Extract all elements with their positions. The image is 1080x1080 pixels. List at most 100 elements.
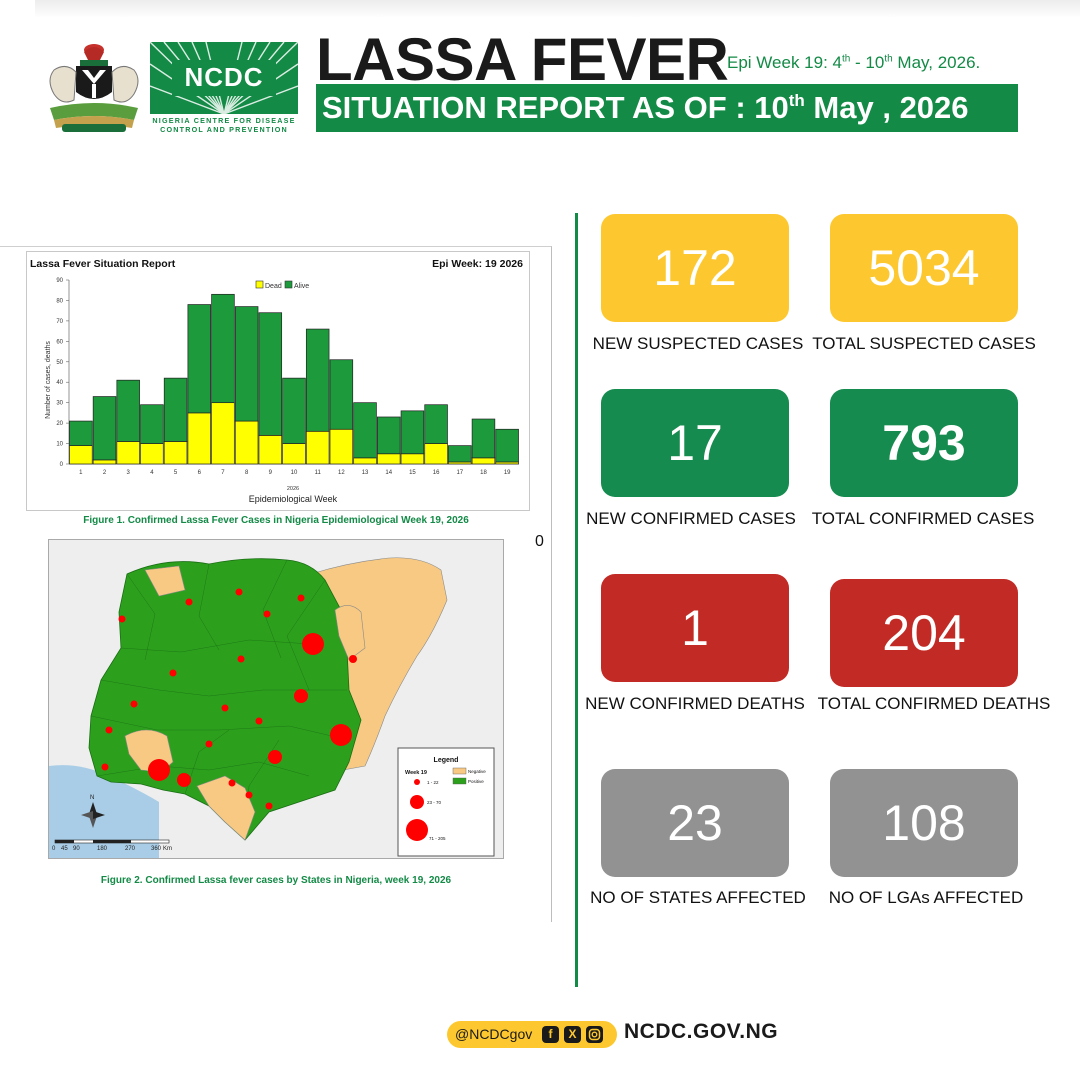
map-legend: Legend Week 19 1 - 22 23 - 70 71 - 205 N… [397,747,495,857]
scale-label-180: 180 [97,846,108,852]
scale-label-270: 270 [125,846,136,852]
scale-label-45: 45 [61,846,68,852]
x-tick-label: 2 [103,470,107,476]
case-dot [265,802,273,810]
bar-alive-week-5 [163,377,188,442]
chart-subtitle: Epi Week: 19 2026 [432,258,523,270]
instagram-icon[interactable] [586,1026,603,1043]
lgas-affected-card: 108 [830,769,1018,877]
new-suspected-cases-label: NEW SUSPECTED CASES [592,334,804,353]
x-tick-label: 14 [385,470,392,476]
scale-label-0: 0 [52,846,56,852]
x-tick-label: 10 [291,470,298,476]
ncdc-name-line2: CONTROL AND PREVENTION [160,125,288,134]
map-ocean [49,765,159,858]
legend-range-3: 71 - 205 [429,836,446,841]
social-handles[interactable]: @NCDCgov f X [447,1021,617,1048]
x-tick-label: 3 [127,470,131,476]
case-dot [205,740,213,748]
bar-dead-week-1 [69,445,93,465]
total-suspected-cases-card: 5034 [830,214,1018,322]
bar-dead-week-12 [329,428,354,465]
bar-alive-week-17 [448,445,472,463]
bar-dead-week-9 [258,435,283,465]
x-tick-label: 19 [504,470,511,476]
case-dot [255,717,263,725]
case-dot [228,779,236,787]
case-dot [148,759,170,781]
figure-1-caption: Figure 1. Confirmed Lassa Fever Cases in… [83,515,469,526]
bar-dead-week-8 [234,420,259,465]
bar-alive-week-6 [187,304,211,414]
new-confirmed-deaths-card: 1 [601,574,789,682]
bar-dead-week-14 [377,453,401,465]
bar-alive-week-1 [69,420,93,446]
bar-alive-week-4 [140,404,164,444]
legend-week: Week 19 [405,770,427,776]
new-confirmed-deaths-label: NEW CONFIRMED DEATHS [585,694,805,713]
map-negative-states-south [196,775,256,841]
chart-title: Lassa Fever Situation Report [30,258,176,270]
case-dot [130,700,138,708]
x-icon[interactable]: X [564,1026,581,1043]
y-tick-label: 30 [56,401,63,407]
bar-dead-week-11 [305,430,330,465]
y-tick-label: 0 [60,462,64,468]
new-confirmed-cases-label: NEW CONFIRMED CASES [586,509,796,528]
bar-dead-week-15 [400,453,425,465]
x-tick-label: 4 [150,470,154,476]
bar-dead-week-6 [187,412,211,465]
page-title: LASSA FEVER [316,26,729,93]
scale-unit: Km [163,846,172,852]
legend-positive: Positive [468,779,484,784]
bar-alive-week-7 [211,293,235,404]
y-tick-label: 60 [56,339,63,345]
x-tick-label: 12 [338,470,345,476]
new-confirmed-cases-card: 17 [601,389,789,497]
stray-value: 0 [535,533,544,550]
bar-dead-week-3 [116,441,140,465]
total-confirmed-deaths-label: TOTAL CONFIRMED DEATHS [817,694,1051,713]
lgas-affected-label: NO OF LGAs AFFECTED [828,888,1024,907]
case-dot [101,763,109,771]
case-dot [349,655,357,663]
bar-alive-week-8 [234,306,259,422]
case-dot [169,669,177,677]
epi-week-range: Epi Week 19: 4th - 10th May, 2026. [727,53,981,72]
scale-label-360: 360 [151,846,162,852]
y-tick-label: 20 [56,421,63,427]
case-dot [118,615,126,623]
x-tick-label: 7 [221,470,225,476]
case-dot [177,773,191,787]
bar-dead-week-13 [353,457,377,465]
legend-negative: Negative [468,769,486,774]
scale-bar: 0 45 90 180 270 360 Km [52,839,172,852]
x-axis-label: Epidemiological Week [249,494,338,504]
x-tick-label: 18 [480,470,487,476]
bar-alive-week-16 [424,404,448,444]
x-tick-label: 11 [315,470,322,476]
website-link[interactable]: NCDC.GOV.NG [624,1020,779,1043]
y-tick-label: 70 [56,319,63,325]
case-dot [237,655,245,663]
bar-alive-week-13 [353,402,377,459]
x-tick-label: 1 [79,470,83,476]
x-year-label: 2026 [287,486,299,492]
coat-of-arms-logo [40,40,148,136]
total-suspected-cases-label: TOTAL SUSPECTED CASES [812,334,1036,353]
bar-alive-week-12 [329,359,354,430]
total-confirmed-cases-card: 793 [830,389,1018,497]
bar-alive-week-18 [471,418,496,459]
x-tick-label: 5 [174,470,178,476]
facebook-icon[interactable]: f [542,1026,559,1043]
bar-dead-week-18 [471,457,496,465]
ncdc-name-line1: NIGERIA CENTRE FOR DISEASE [152,116,296,125]
north-label: N [90,795,94,801]
y-tick-label: 50 [56,360,63,366]
bar-dead-week-10 [282,443,306,465]
new-suspected-cases-card: 172 [601,214,789,322]
ncdc-logo: NCDC NIGERIA CENTRE FOR DISEASE CONTROL … [150,42,298,134]
x-tick-label: 16 [433,470,440,476]
bar-dead-week-4 [140,443,164,465]
bar-alive-week-14 [377,416,401,455]
